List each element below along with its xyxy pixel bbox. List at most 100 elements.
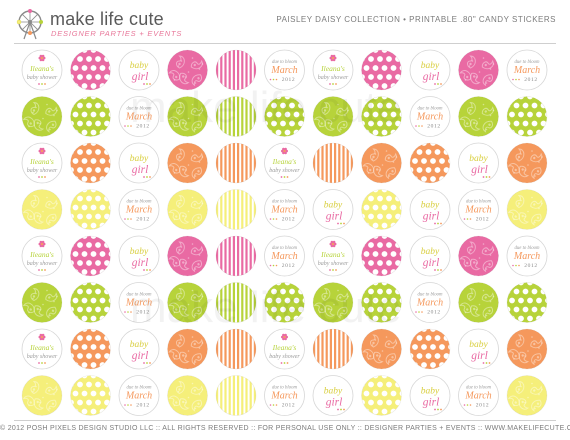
svg-text:due to bloom: due to bloom bbox=[272, 200, 298, 205]
svg-text:March: March bbox=[125, 112, 152, 123]
svg-text:due to bloom: due to bloom bbox=[126, 107, 152, 112]
sticker-name: Ileana's baby shower bbox=[312, 49, 354, 91]
svg-text:Ileana's: Ileana's bbox=[29, 250, 54, 259]
sticker-paisley-lime bbox=[21, 282, 63, 323]
svg-text:March: March bbox=[464, 205, 491, 216]
daisy-icon bbox=[329, 54, 337, 62]
svg-text:March: March bbox=[416, 298, 443, 309]
svg-text:girl: girl bbox=[132, 71, 149, 83]
svg-text:baby: baby bbox=[130, 61, 149, 71]
daisy-icon bbox=[38, 147, 46, 155]
svg-text:due to bloom: due to bloom bbox=[466, 200, 492, 205]
sticker-dot-orange bbox=[409, 328, 451, 370]
sticker-paisley-lime bbox=[21, 96, 63, 137]
sticker-dot-pink bbox=[70, 235, 111, 277]
sticker-dot-lime bbox=[264, 282, 305, 323]
svg-text:2012: 2012 bbox=[282, 77, 295, 83]
sticker-dot-lime bbox=[361, 96, 402, 137]
sticker-dot-lime bbox=[70, 96, 111, 137]
sticker-paisley-lime bbox=[167, 96, 208, 137]
brand-name: make life cute bbox=[50, 9, 164, 29]
svg-text:2012: 2012 bbox=[282, 403, 295, 409]
svg-text:2012: 2012 bbox=[136, 403, 149, 409]
sticker-paisley-lime bbox=[458, 96, 499, 137]
svg-text:girl: girl bbox=[423, 257, 440, 269]
sticker-paisley-lime bbox=[458, 282, 499, 323]
sticker-paisley-pink bbox=[167, 49, 208, 91]
svg-text:baby: baby bbox=[130, 154, 149, 164]
svg-text:2012: 2012 bbox=[136, 310, 149, 316]
svg-text:due to bloom: due to bloom bbox=[514, 246, 540, 251]
svg-text:baby: baby bbox=[130, 247, 149, 257]
sticker-name: Ileana's baby shower bbox=[21, 235, 63, 277]
sticker-name: Ileana's baby shower bbox=[21, 49, 63, 91]
svg-text:baby: baby bbox=[469, 154, 488, 164]
sticker-stripe-orange bbox=[312, 142, 354, 184]
sticker-name: Ileana's baby shower bbox=[21, 328, 63, 370]
sticker-paisley-pink bbox=[458, 49, 499, 91]
sticker-stripe-orange bbox=[312, 328, 354, 370]
sticker-stripe-orange bbox=[215, 328, 257, 370]
svg-text:girl: girl bbox=[423, 71, 440, 83]
svg-text:baby: baby bbox=[130, 340, 149, 350]
svg-text:due to bloom: due to bloom bbox=[126, 386, 152, 391]
sticker-dot-yellow bbox=[70, 375, 111, 416]
svg-text:2012: 2012 bbox=[524, 263, 537, 269]
svg-text:March: March bbox=[513, 65, 540, 76]
sticker-name: Ileana's baby shower bbox=[264, 142, 305, 184]
svg-text:March: March bbox=[270, 65, 297, 76]
svg-text:girl: girl bbox=[423, 397, 440, 409]
sticker-dot-orange bbox=[70, 328, 111, 370]
svg-text:March: March bbox=[270, 251, 297, 262]
sticker-dot-lime bbox=[70, 282, 111, 323]
svg-text:due to bloom: due to bloom bbox=[126, 293, 152, 298]
footer-divider bbox=[14, 420, 556, 421]
svg-text:Ileana's: Ileana's bbox=[29, 64, 54, 73]
sticker-dot-yellow bbox=[70, 189, 111, 230]
sticker-paisley-yellow bbox=[506, 189, 548, 230]
sticker-paisley-yellow bbox=[21, 189, 63, 230]
sticker-dot-pink bbox=[70, 49, 111, 91]
page-footer: © 2012 POSH PIXELS DESIGN STUDIO LLC :: … bbox=[0, 425, 570, 432]
sticker-paisley-yellow bbox=[167, 375, 208, 416]
brand-tagline: DESIGNER PARTIES + EVENTS bbox=[51, 29, 183, 38]
sticker-paisley-yellow bbox=[506, 375, 548, 416]
sticker-paisley-pink bbox=[167, 235, 208, 277]
svg-text:girl: girl bbox=[326, 397, 343, 409]
sticker-paisley-orange bbox=[506, 142, 548, 184]
svg-text:baby: baby bbox=[324, 387, 343, 397]
svg-text:due to bloom: due to bloom bbox=[417, 107, 443, 112]
svg-text:baby shower: baby shower bbox=[27, 354, 58, 360]
sticker-paisley-orange bbox=[167, 328, 208, 370]
svg-text:baby: baby bbox=[421, 387, 440, 397]
svg-text:baby: baby bbox=[421, 247, 440, 257]
sticker-paisley-yellow bbox=[167, 189, 208, 230]
svg-text:March: March bbox=[464, 391, 491, 402]
sticker-dot-lime bbox=[361, 282, 402, 323]
svg-text:Ileana's: Ileana's bbox=[29, 343, 54, 352]
svg-text:Ileana's: Ileana's bbox=[272, 157, 297, 166]
svg-text:2012: 2012 bbox=[524, 77, 537, 83]
svg-text:2012: 2012 bbox=[136, 124, 149, 130]
svg-text:girl: girl bbox=[132, 164, 149, 176]
svg-text:March: March bbox=[125, 298, 152, 309]
sticker-stripe-pink bbox=[215, 49, 257, 91]
svg-text:girl: girl bbox=[471, 350, 488, 362]
svg-text:March: March bbox=[125, 391, 152, 402]
sticker-paisley-orange bbox=[506, 328, 548, 370]
